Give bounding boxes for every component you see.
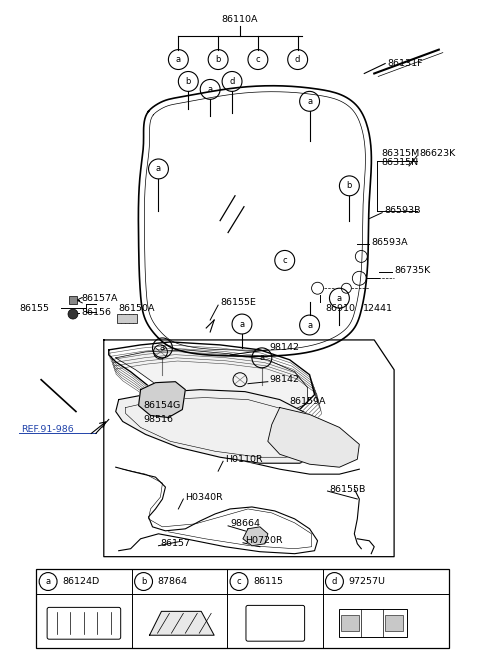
Text: H0720R: H0720R [245, 536, 283, 545]
Text: 98142: 98142 [270, 375, 300, 384]
Text: a: a [240, 319, 244, 328]
Text: 86315N: 86315N [381, 158, 418, 168]
Text: 87864: 87864 [157, 577, 188, 586]
Text: H0110R: H0110R [225, 455, 263, 464]
Text: 86593A: 86593A [371, 238, 408, 247]
Text: a: a [156, 164, 161, 173]
Text: 86155: 86155 [19, 304, 49, 313]
Text: 86315M: 86315M [381, 148, 420, 158]
Bar [385, 616, 403, 631]
Text: b: b [216, 55, 221, 64]
Text: d: d [295, 55, 300, 64]
Text: H0340R: H0340R [185, 493, 223, 501]
Bar [117, 314, 137, 323]
Text: 98664: 98664 [230, 520, 260, 528]
Text: a: a [307, 97, 312, 106]
Text: c: c [255, 55, 260, 64]
Text: b: b [186, 77, 191, 86]
Text: c: c [282, 256, 287, 265]
Polygon shape [139, 382, 185, 417]
Bar [69, 296, 77, 304]
Text: 86593B: 86593B [384, 206, 420, 215]
Text: 86110A: 86110A [222, 15, 258, 24]
Text: 86623K: 86623K [419, 148, 455, 158]
Text: 86735K: 86735K [394, 266, 431, 275]
Text: 86150A: 86150A [119, 304, 155, 313]
Text: 86910: 86910 [325, 304, 356, 313]
Circle shape [68, 309, 78, 319]
Text: REF.91-986: REF.91-986 [21, 425, 74, 434]
Text: d: d [332, 577, 337, 586]
Bar [36, 568, 449, 648]
Text: 86115: 86115 [253, 577, 283, 586]
Text: 86156: 86156 [81, 307, 111, 317]
Bar [341, 616, 360, 631]
Text: a: a [208, 85, 213, 94]
Text: b: b [347, 181, 352, 191]
Text: 98142: 98142 [270, 344, 300, 352]
Text: a: a [259, 353, 264, 362]
Polygon shape [116, 350, 308, 415]
Text: a: a [160, 344, 165, 352]
Text: 86131F: 86131F [387, 59, 423, 68]
Text: 98516: 98516 [144, 415, 174, 424]
Text: d: d [229, 77, 235, 86]
Polygon shape [243, 527, 268, 546]
Text: b: b [141, 577, 146, 586]
Text: 86155B: 86155B [329, 485, 366, 493]
Text: a: a [307, 321, 312, 330]
Text: 97257U: 97257U [348, 577, 385, 586]
Bar [339, 609, 407, 637]
Text: 86154G: 86154G [144, 401, 181, 410]
Text: 86157A: 86157A [81, 294, 118, 303]
Text: a: a [176, 55, 181, 64]
Text: a: a [46, 577, 51, 586]
Polygon shape [116, 390, 324, 463]
Text: 86159A: 86159A [290, 397, 326, 406]
Polygon shape [268, 407, 360, 467]
Text: 12441: 12441 [363, 304, 393, 313]
Text: c: c [237, 577, 241, 586]
Polygon shape [150, 612, 214, 635]
Text: 86124D: 86124D [62, 577, 99, 586]
Text: 86157: 86157 [160, 539, 191, 548]
Text: a: a [337, 294, 342, 303]
Text: 86155E: 86155E [220, 298, 256, 307]
